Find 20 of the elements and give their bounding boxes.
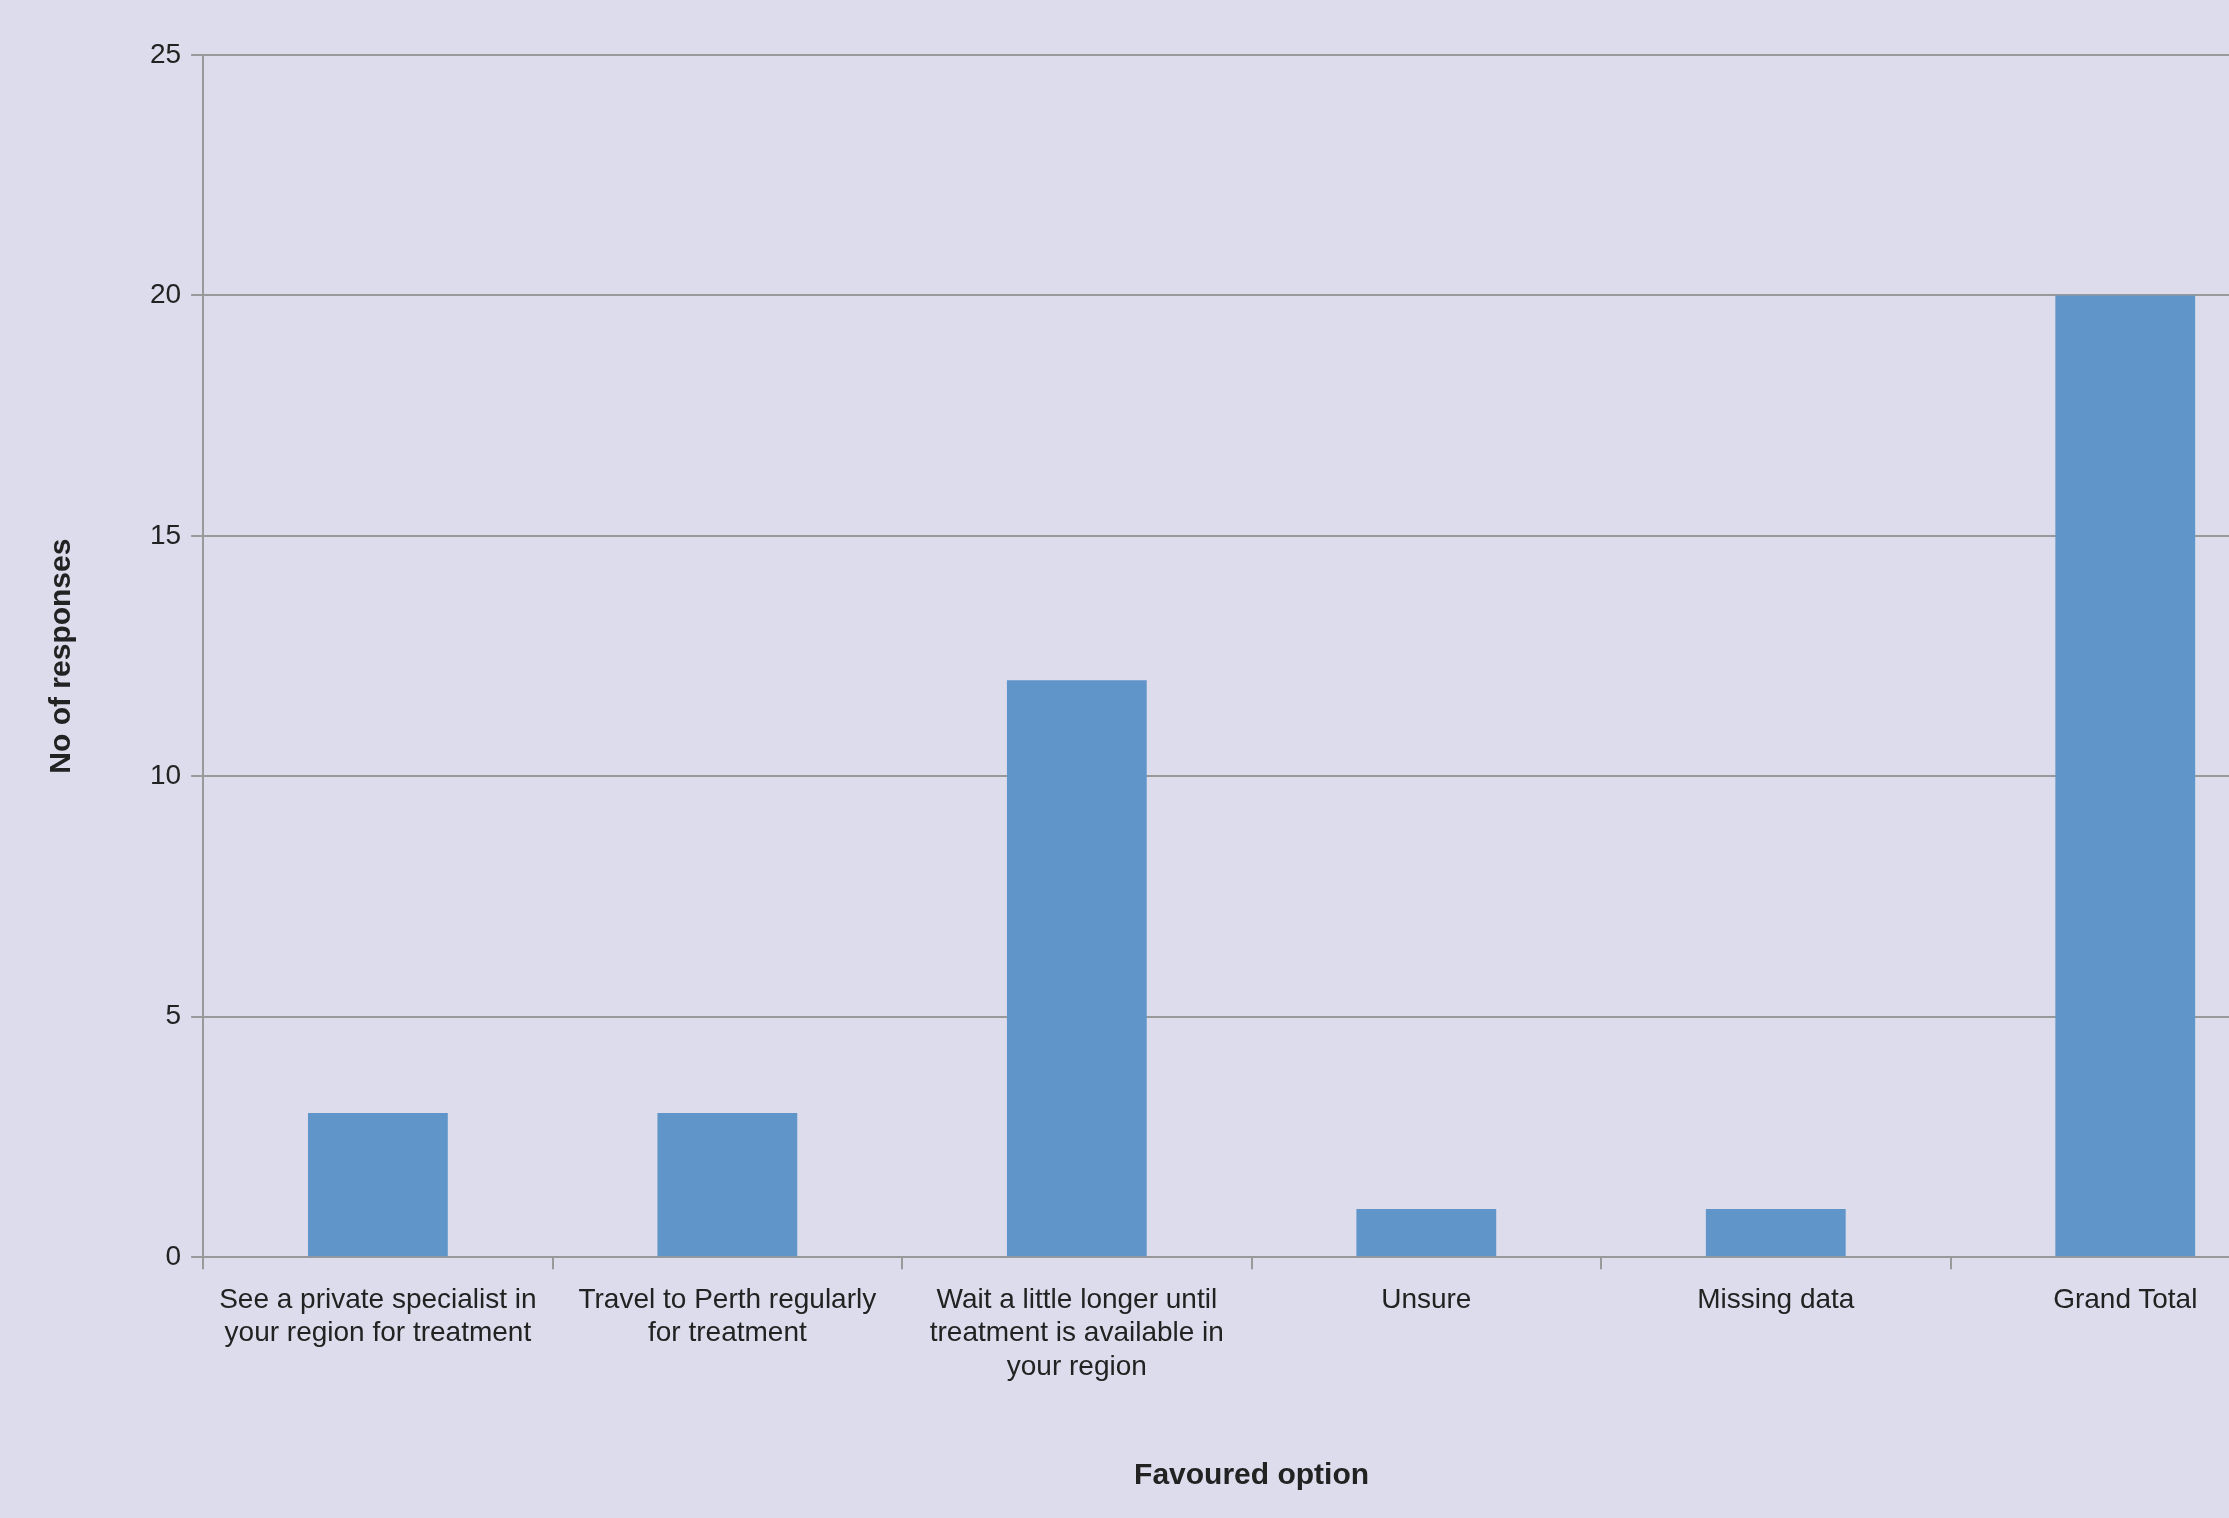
y-axis-title: No of responses bbox=[43, 538, 77, 774]
bar bbox=[1705, 1209, 1846, 1257]
y-tick-label: 5 bbox=[165, 999, 182, 1031]
bar bbox=[1006, 680, 1147, 1257]
y-tick-label: 20 bbox=[149, 278, 182, 310]
x-tick-label: Unsure bbox=[1381, 1282, 1472, 1314]
x-tick-label: Missing data bbox=[1697, 1282, 1855, 1314]
y-tick-label: 0 bbox=[165, 1239, 182, 1271]
y-tick-label: 10 bbox=[149, 759, 182, 791]
x-tick-label: Wait a little longer until treatment is available in your region bbox=[929, 1282, 1224, 1381]
y-tick-label: 25 bbox=[149, 37, 182, 69]
bar bbox=[307, 1112, 448, 1257]
x-tick-label: See a private specialist in your region for treatment bbox=[219, 1282, 537, 1348]
y-tick-label: 15 bbox=[149, 518, 182, 550]
bar bbox=[1356, 1209, 1497, 1257]
x-tick-label: Travel to Perth regularly for treatment bbox=[578, 1282, 877, 1348]
bar bbox=[657, 1112, 798, 1257]
x-axis-title: Favoured option bbox=[1134, 1457, 1370, 1491]
bar bbox=[2055, 295, 2196, 1257]
x-tick-label: Grand Total bbox=[2053, 1282, 2198, 1314]
